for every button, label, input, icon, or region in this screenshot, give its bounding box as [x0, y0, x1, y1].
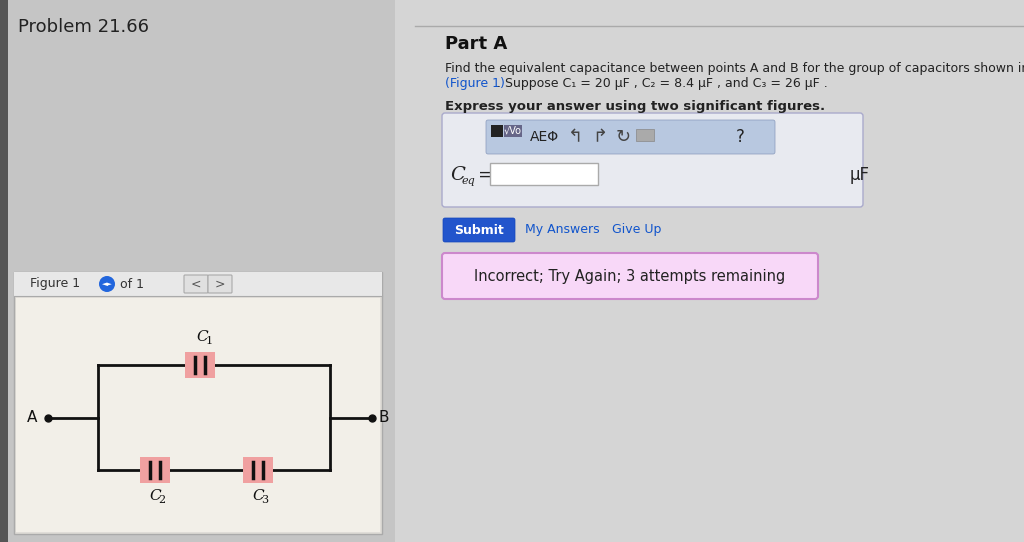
Text: ↻: ↻	[616, 128, 631, 146]
Text: C: C	[150, 489, 161, 503]
Text: √Vo: √Vo	[504, 126, 522, 136]
Bar	[0, 0, 395, 542]
Bar	[16, 298, 380, 532]
Text: Submit: Submit	[454, 223, 504, 236]
Bar	[14, 272, 382, 296]
Text: eq: eq	[462, 176, 476, 186]
Bar	[0, 0, 8, 542]
FancyBboxPatch shape	[442, 253, 818, 299]
Bar	[490, 163, 598, 185]
Text: Find the equivalent capacitance between points A and B for the group of capacito: Find the equivalent capacitance between …	[445, 62, 1024, 75]
Text: >: >	[215, 278, 225, 291]
Text: μF: μF	[850, 166, 870, 184]
Text: AEΦ: AEΦ	[530, 130, 559, 144]
Circle shape	[99, 276, 115, 292]
Text: 2: 2	[159, 495, 166, 505]
FancyBboxPatch shape	[184, 275, 208, 293]
Text: B: B	[379, 410, 389, 425]
Text: C: C	[252, 489, 264, 503]
Text: A: A	[27, 410, 37, 425]
FancyBboxPatch shape	[208, 275, 232, 293]
Text: Give Up: Give Up	[612, 223, 662, 236]
Bar	[14, 272, 382, 534]
Text: ◄►: ◄►	[101, 281, 113, 287]
Text: Problem 21.66: Problem 21.66	[18, 18, 150, 36]
Bar	[636, 129, 654, 141]
Text: Figure 1: Figure 1	[30, 278, 80, 291]
Text: 1: 1	[206, 336, 213, 346]
Text: ↱: ↱	[592, 128, 607, 146]
Text: . Suppose C₁ = 20 μF , C₂ = 8.4 μF , and C₃ = 26 μF .: . Suppose C₁ = 20 μF , C₂ = 8.4 μF , and…	[497, 77, 827, 90]
Text: =: =	[473, 166, 493, 184]
Text: (Figure 1): (Figure 1)	[445, 77, 505, 90]
Text: Express your answer using two significant figures.: Express your answer using two significan…	[445, 100, 825, 113]
Bar	[243, 457, 273, 483]
FancyBboxPatch shape	[442, 113, 863, 207]
Bar	[490, 125, 503, 137]
Bar	[395, 0, 1024, 542]
Text: My Answers: My Answers	[525, 223, 600, 236]
Text: Part A: Part A	[445, 35, 507, 53]
Text: 3: 3	[261, 495, 268, 505]
Text: <: <	[190, 278, 202, 291]
Text: Incorrect; Try Again; 3 attempts remaining: Incorrect; Try Again; 3 attempts remaini…	[474, 268, 785, 283]
Bar	[140, 457, 170, 483]
Text: of 1: of 1	[120, 278, 144, 291]
Text: ?: ?	[736, 128, 744, 146]
Bar	[504, 125, 522, 137]
FancyBboxPatch shape	[486, 120, 775, 154]
Text: C: C	[450, 166, 465, 184]
Text: C: C	[197, 330, 208, 344]
Text: ↰: ↰	[568, 128, 583, 146]
FancyBboxPatch shape	[443, 218, 515, 242]
Bar	[185, 352, 215, 378]
